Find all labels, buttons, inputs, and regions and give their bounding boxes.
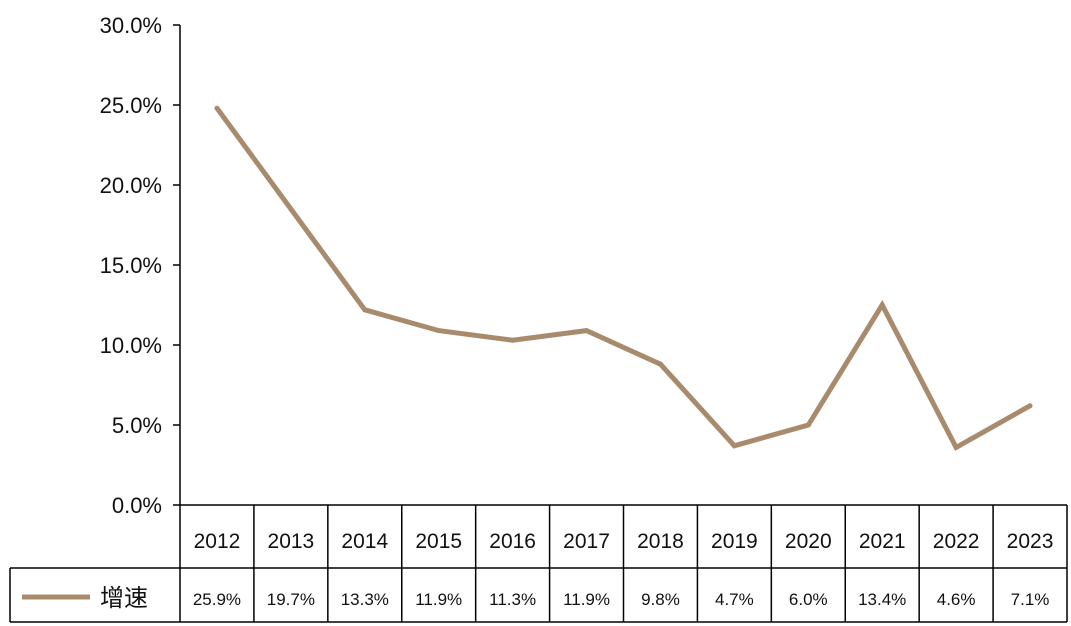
x-category-label: 2021 — [859, 530, 906, 553]
x-category-label: 2019 — [711, 530, 758, 553]
y-tick-label: 0.0% — [112, 493, 162, 518]
data-point — [879, 302, 885, 308]
table-value-label: 4.6% — [937, 590, 976, 609]
y-tick-label: 15.0% — [100, 253, 162, 278]
data-point — [731, 443, 737, 449]
x-category-label: 2022 — [933, 530, 980, 553]
y-tick-label: 5.0% — [112, 413, 162, 438]
legend-label: 增速 — [100, 584, 148, 612]
data-point — [953, 444, 959, 450]
y-tick-label: 30.0% — [100, 13, 162, 38]
y-tick-label: 25.0% — [100, 93, 162, 118]
table-value-label: 25.9% — [193, 590, 241, 609]
x-category-label: 2018 — [637, 530, 684, 553]
table-value-label: 6.0% — [789, 590, 828, 609]
x-category-label: 2012 — [194, 530, 241, 553]
data-point — [214, 105, 220, 111]
data-point — [436, 328, 442, 334]
table-value-label: 7.1% — [1011, 590, 1050, 609]
data-point — [805, 422, 811, 428]
data-point — [657, 361, 663, 367]
data-point — [362, 307, 368, 313]
x-category-label: 2015 — [415, 530, 462, 553]
x-category-label: 2023 — [1007, 530, 1054, 553]
table-value-label: 4.7% — [715, 590, 754, 609]
x-category-label: 2020 — [785, 530, 832, 553]
axes: 0.0% 5.0% 10.0% 15.0% 20.0% 25.0% 30.0% — [100, 13, 181, 518]
table-value-label: 11.3% — [489, 590, 536, 609]
table-value-label: 13.4% — [858, 590, 906, 609]
x-category-label: 2017 — [563, 530, 610, 553]
data-point — [510, 337, 516, 343]
series-line — [214, 106, 1032, 451]
table-value-label: 9.8% — [641, 590, 680, 609]
table-value-label: 11.9% — [563, 590, 610, 609]
y-tick-label: 20.0% — [100, 173, 162, 198]
table-value-label: 13.3% — [341, 590, 389, 609]
series-layer — [214, 105, 1033, 451]
data-point — [584, 328, 590, 334]
data-point — [1027, 403, 1033, 409]
y-tick-label: 10.0% — [100, 333, 162, 358]
x-category-label: 2016 — [489, 530, 536, 553]
table-value-label: 19.7% — [267, 590, 315, 609]
data-point — [288, 206, 294, 212]
data-table: 2012 2013 2014 2015 2016 2017 2018 2019 2020 2021… — [9, 504, 1068, 623]
x-category-label: 2014 — [341, 530, 388, 553]
x-category-label: 2013 — [268, 530, 315, 553]
table-value-label: 11.9% — [415, 590, 462, 609]
